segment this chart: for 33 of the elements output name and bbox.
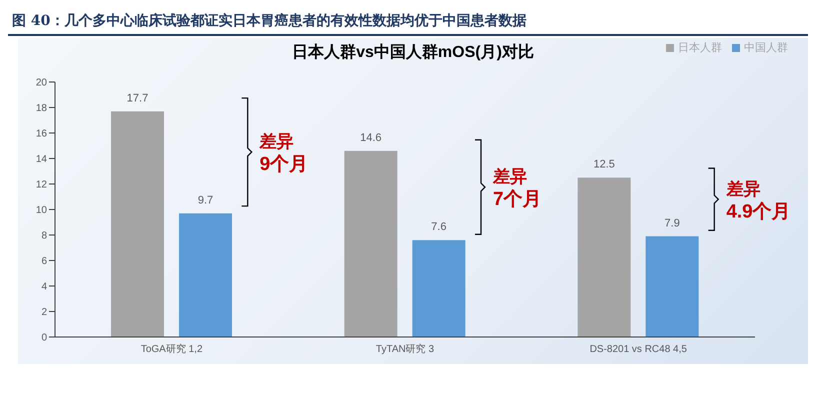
bar xyxy=(344,150,398,337)
annotation: 差异 4.9个月 xyxy=(725,179,791,222)
bar xyxy=(179,213,232,337)
y-tick-label: 12 xyxy=(36,180,48,191)
data-label: 7.9 xyxy=(664,217,680,230)
data-label: 9.7 xyxy=(198,194,214,206)
annotation: 差异 9个月 xyxy=(258,132,308,176)
y-tick-label: 2 xyxy=(41,307,48,318)
data-label: 7.6 xyxy=(431,221,446,234)
legend-label: 日本人群 xyxy=(678,42,722,54)
bar xyxy=(111,111,164,337)
annotation: 差异 7个月 xyxy=(492,167,542,210)
y-tick-label: 16 xyxy=(36,128,48,140)
y-tick-label: 14 xyxy=(36,154,48,166)
x-tick-label: DS-8201 vs RC48 4,5 xyxy=(590,344,688,356)
y-tick-label: 0 xyxy=(41,332,48,344)
chart-title: 图 40：几个多中心临床试验都证实日本胃癌患者的有效性数据均优于中国患者数据 xyxy=(8,8,808,36)
data-label: 14.6 xyxy=(360,132,382,144)
y-tick-label: 10 xyxy=(36,205,48,216)
data-label: 12.5 xyxy=(593,158,615,171)
x-tick-label: TyTAN研究 3 xyxy=(376,343,435,356)
chart-subtitle: 日本人群vs中国人群mOS(月)对比 xyxy=(292,44,534,61)
legend-label: 中国人群 xyxy=(744,42,788,54)
y-tick-label: 18 xyxy=(36,103,48,114)
x-tick-label: ToGA研究 1,2 xyxy=(140,343,203,356)
bar xyxy=(412,240,466,337)
y-tick-label: 6 xyxy=(41,256,48,268)
data-label: 17.7 xyxy=(126,92,148,104)
y-tick-label: 4 xyxy=(41,282,48,293)
y-tick-label: 8 xyxy=(41,230,48,242)
y-tick-label: 20 xyxy=(36,78,48,89)
bar xyxy=(578,178,631,337)
bar xyxy=(646,236,699,337)
